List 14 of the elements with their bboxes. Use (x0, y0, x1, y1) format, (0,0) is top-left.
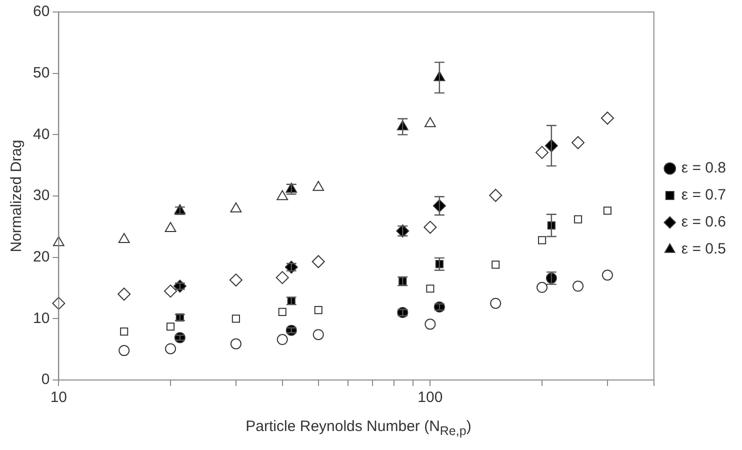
y-tick-label: 60 (32, 3, 50, 20)
y-tick-label: 50 (32, 64, 50, 82)
legend-label: ε = 0.5 (681, 240, 726, 258)
legend-label: ε = 0.7 (681, 186, 726, 204)
y-tick-label: 0 (41, 371, 50, 388)
legend-label: ε = 0.6 (681, 214, 726, 231)
y-tick-label: 20 (32, 248, 50, 266)
y-tick-label: 30 (32, 187, 50, 204)
x-tick-label: 100 (418, 389, 443, 406)
legend-label: ε = 0.8 (681, 160, 726, 177)
y-axis-title: Normalized Drag (8, 140, 26, 252)
x-axis-title: Particle Reynolds Number (N$_{Re,p}$) (244, 418, 472, 438)
y-tick-label: 40 (32, 126, 50, 143)
y-tick-label: 10 (32, 310, 50, 327)
